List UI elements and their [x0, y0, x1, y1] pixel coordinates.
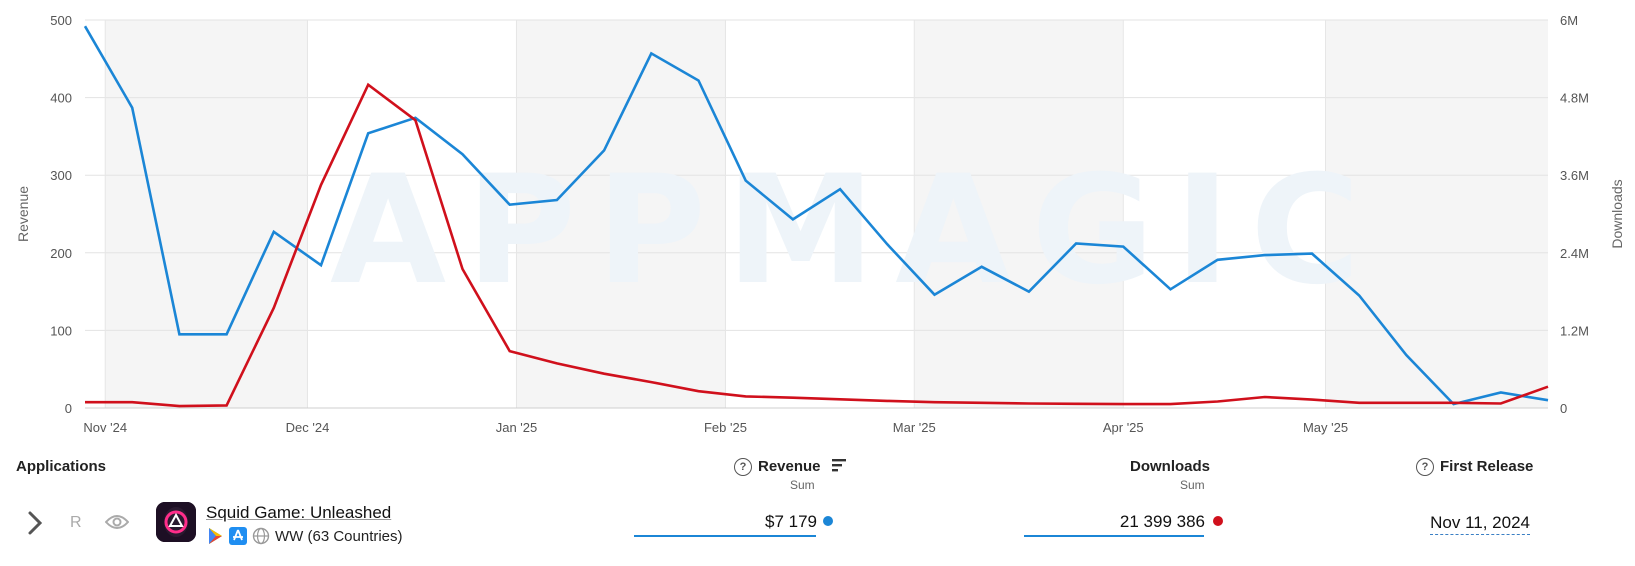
- first-release-header-label: First Release: [1440, 458, 1534, 475]
- app-name-link[interactable]: Squid Game: Unleashed: [206, 503, 392, 522]
- downloads-subheader: Sum: [1180, 478, 1205, 492]
- revenue-bar: [634, 535, 816, 537]
- globe-icon: [252, 527, 270, 545]
- right-tick-label: 4.8M: [1560, 91, 1589, 106]
- revenue-value: $7 179: [765, 512, 817, 531]
- right-tick-label: 6M: [1560, 13, 1578, 28]
- question-circle-icon[interactable]: ?: [734, 458, 752, 477]
- revenue-header-label: Revenue: [758, 458, 821, 475]
- x-tick-label: Nov '24: [83, 420, 127, 435]
- revenue-subheader: Sum: [790, 478, 815, 492]
- month-band: [914, 20, 1124, 408]
- month-bands: [105, 20, 1548, 408]
- first-release-header[interactable]: ? First Release: [1416, 458, 1534, 477]
- app-meta: WW (63 Countries): [206, 527, 403, 545]
- rank-marker: R: [70, 514, 82, 531]
- revenue-downloads-chart: APPMAGIC 0 100 200 300 400 500 0 1.2M 2.4M 3.6M 4…: [15, 13, 1625, 435]
- left-tick-label: 500: [50, 13, 72, 28]
- downloads-header[interactable]: Downloads: [1130, 458, 1211, 475]
- app-store-icon: [229, 527, 247, 545]
- revenue-series-dot: [823, 516, 833, 526]
- right-tick-label: 1.2M: [1560, 323, 1589, 338]
- x-tick-label: Jan '25: [496, 420, 538, 435]
- left-tick-label: 200: [50, 246, 72, 261]
- left-tick-label: 0: [65, 401, 72, 416]
- downloads-series-dot: [1213, 516, 1223, 526]
- chevron-right-icon[interactable]: [26, 510, 44, 541]
- right-tick-label: 2.4M: [1560, 246, 1589, 261]
- google-play-icon: [206, 527, 224, 545]
- first-release-value[interactable]: Nov 11, 2024: [1430, 513, 1530, 535]
- month-band: [1325, 20, 1548, 408]
- downloads-series-line: [85, 82, 1549, 408]
- right-tick-label: 3.6M: [1560, 168, 1589, 183]
- eye-icon[interactable]: [104, 513, 130, 536]
- revenue-series-line: [83, 25, 1549, 406]
- question-circle-icon[interactable]: ?: [1416, 458, 1434, 477]
- month-band: [516, 20, 726, 408]
- revenue-header[interactable]: ? Revenue: [734, 458, 847, 477]
- right-tick-label: 0: [1560, 401, 1567, 416]
- app-icon[interactable]: [156, 502, 196, 542]
- month-band: [105, 20, 308, 408]
- series-lines: [83, 25, 1549, 408]
- left-axis-title: Revenue: [15, 186, 31, 242]
- left-tick-label: 300: [50, 168, 72, 183]
- x-tick-label: May '25: [1303, 420, 1348, 435]
- applications-header: Applications: [16, 458, 107, 475]
- x-tick-label: Apr '25: [1103, 420, 1144, 435]
- downloads-bar: [1024, 535, 1204, 537]
- right-axis-ticks: 0 1.2M 2.4M 3.6M 4.8M 6M: [1560, 13, 1589, 416]
- x-tick-label: Mar '25: [893, 420, 936, 435]
- left-axis-ticks: 0 100 200 300 400 500: [50, 13, 72, 416]
- grid-lines: [85, 19, 1548, 409]
- downloads-value: 21 399 386: [1119, 512, 1205, 531]
- left-tick-label: 400: [50, 91, 72, 106]
- sort-descending-icon[interactable]: [831, 458, 847, 476]
- region-label: WW (63 Countries): [275, 527, 403, 545]
- x-tick-label: Dec '24: [286, 420, 330, 435]
- right-axis-title: Downloads: [1609, 179, 1625, 248]
- left-tick-label: 100: [50, 323, 72, 338]
- appmagic-watermark: APPMAGIC: [330, 144, 1380, 318]
- x-axis-labels: Nov '24 Dec '24 Jan '25 Feb '25 Mar '25 Apr '…: [83, 420, 1348, 435]
- x-tick-label: Feb '25: [704, 420, 747, 435]
